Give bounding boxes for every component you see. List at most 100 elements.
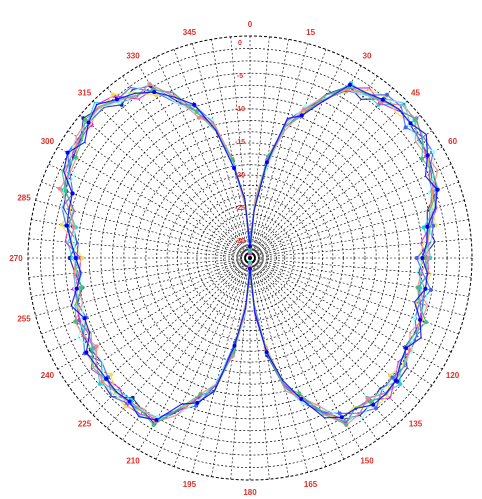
grid-ring [166,174,334,342]
series-point [248,260,252,265]
series-point [100,379,105,384]
series-point [368,399,373,404]
grid-spoke [249,87,393,259]
grid-spoke [48,163,251,259]
series-point [299,113,304,118]
grid-spoke [67,130,251,259]
tick-labels: 0 15 30 45 60 120 135 150 165 180 195 210 225 240 255 2… [9,20,459,497]
grid-spoke [48,257,251,353]
grid-spoke [249,115,421,259]
series-point [264,350,269,355]
grid-spoke [92,100,251,259]
grid-spoke [249,146,443,259]
ring-tick-label: -15 [235,139,245,146]
grid-spoke [249,257,452,353]
grid-spoke [249,257,465,316]
series-point [414,256,419,260]
series-point [123,404,128,409]
series-point [430,189,435,194]
grid-spoke [41,257,251,335]
grid-spoke [249,65,362,259]
series-point [194,109,199,114]
grid-spoke [57,146,251,259]
series-point [151,423,156,427]
grid-spoke [107,87,251,259]
series-point [59,222,64,227]
series-point [80,256,85,260]
angle-tick-label: 225 [78,420,92,429]
angle-tick-label: 150 [360,457,374,466]
grid-spoke [249,200,465,259]
grid-spoke [35,257,251,316]
ring-tick-label: -25 [235,205,245,212]
angle-tick-label: 285 [17,193,31,202]
series-point [431,223,436,228]
series-point [79,285,84,290]
series-point [71,224,76,229]
series-point [344,422,349,427]
grid-spoke [249,257,308,473]
series-point [425,153,430,158]
series-point [82,316,87,321]
angle-tick-label: 30 [363,51,372,60]
series-point [90,347,94,352]
series-point [127,399,132,404]
grid-spoke [138,65,251,259]
ring-tick-label: -30 [235,238,245,245]
series-point [77,318,82,323]
series-point [385,92,389,97]
series-point [248,266,252,271]
series-point [154,93,159,98]
series-point [380,97,385,102]
angle-tick-label: 270 [9,254,23,263]
series-point [94,344,99,349]
grid-spoke [249,163,452,259]
angle-tick-label: 45 [411,89,420,98]
series-point [390,375,395,380]
grid-spoke [92,257,251,416]
series-point [73,319,78,324]
series-point [374,406,379,411]
series-point [73,256,78,260]
grid-ring [186,194,314,322]
ring-tick-label: 0 [238,40,242,47]
series-point [408,121,413,126]
grid-spoke [79,115,251,259]
grid-spoke [155,257,251,460]
series-point [413,117,418,122]
grid-spoke [122,75,251,259]
grid-spoke [249,257,433,386]
grid-spoke [249,257,469,297]
grid-spoke [249,56,345,259]
grid-spoke [211,257,251,477]
series-point [416,285,420,290]
series-point [418,317,423,322]
grid-spoke [249,100,408,259]
grid-spoke [249,257,408,416]
grid-spoke [67,257,251,386]
series-point [423,286,428,291]
series-point [407,348,412,353]
grid-ring [214,222,286,294]
series-point [412,315,417,320]
angle-tick-label: 330 [126,51,140,60]
series-point [303,104,308,109]
series-point [297,391,302,396]
grid-spoke [192,257,251,473]
series-point [84,350,89,355]
series-point [110,92,115,97]
series-point [366,396,370,401]
series-point [104,376,109,381]
series-point [302,107,307,112]
series-point [404,346,409,351]
grid-spoke [41,181,251,259]
series-point [420,256,425,260]
grid-spoke [249,257,459,335]
grid-spoke [173,257,251,467]
series-point [83,117,88,122]
series-point [403,125,408,130]
series-point [426,256,430,260]
grid-ring [205,213,295,303]
angle-tick-label: 300 [41,137,55,146]
series-point [74,286,79,291]
